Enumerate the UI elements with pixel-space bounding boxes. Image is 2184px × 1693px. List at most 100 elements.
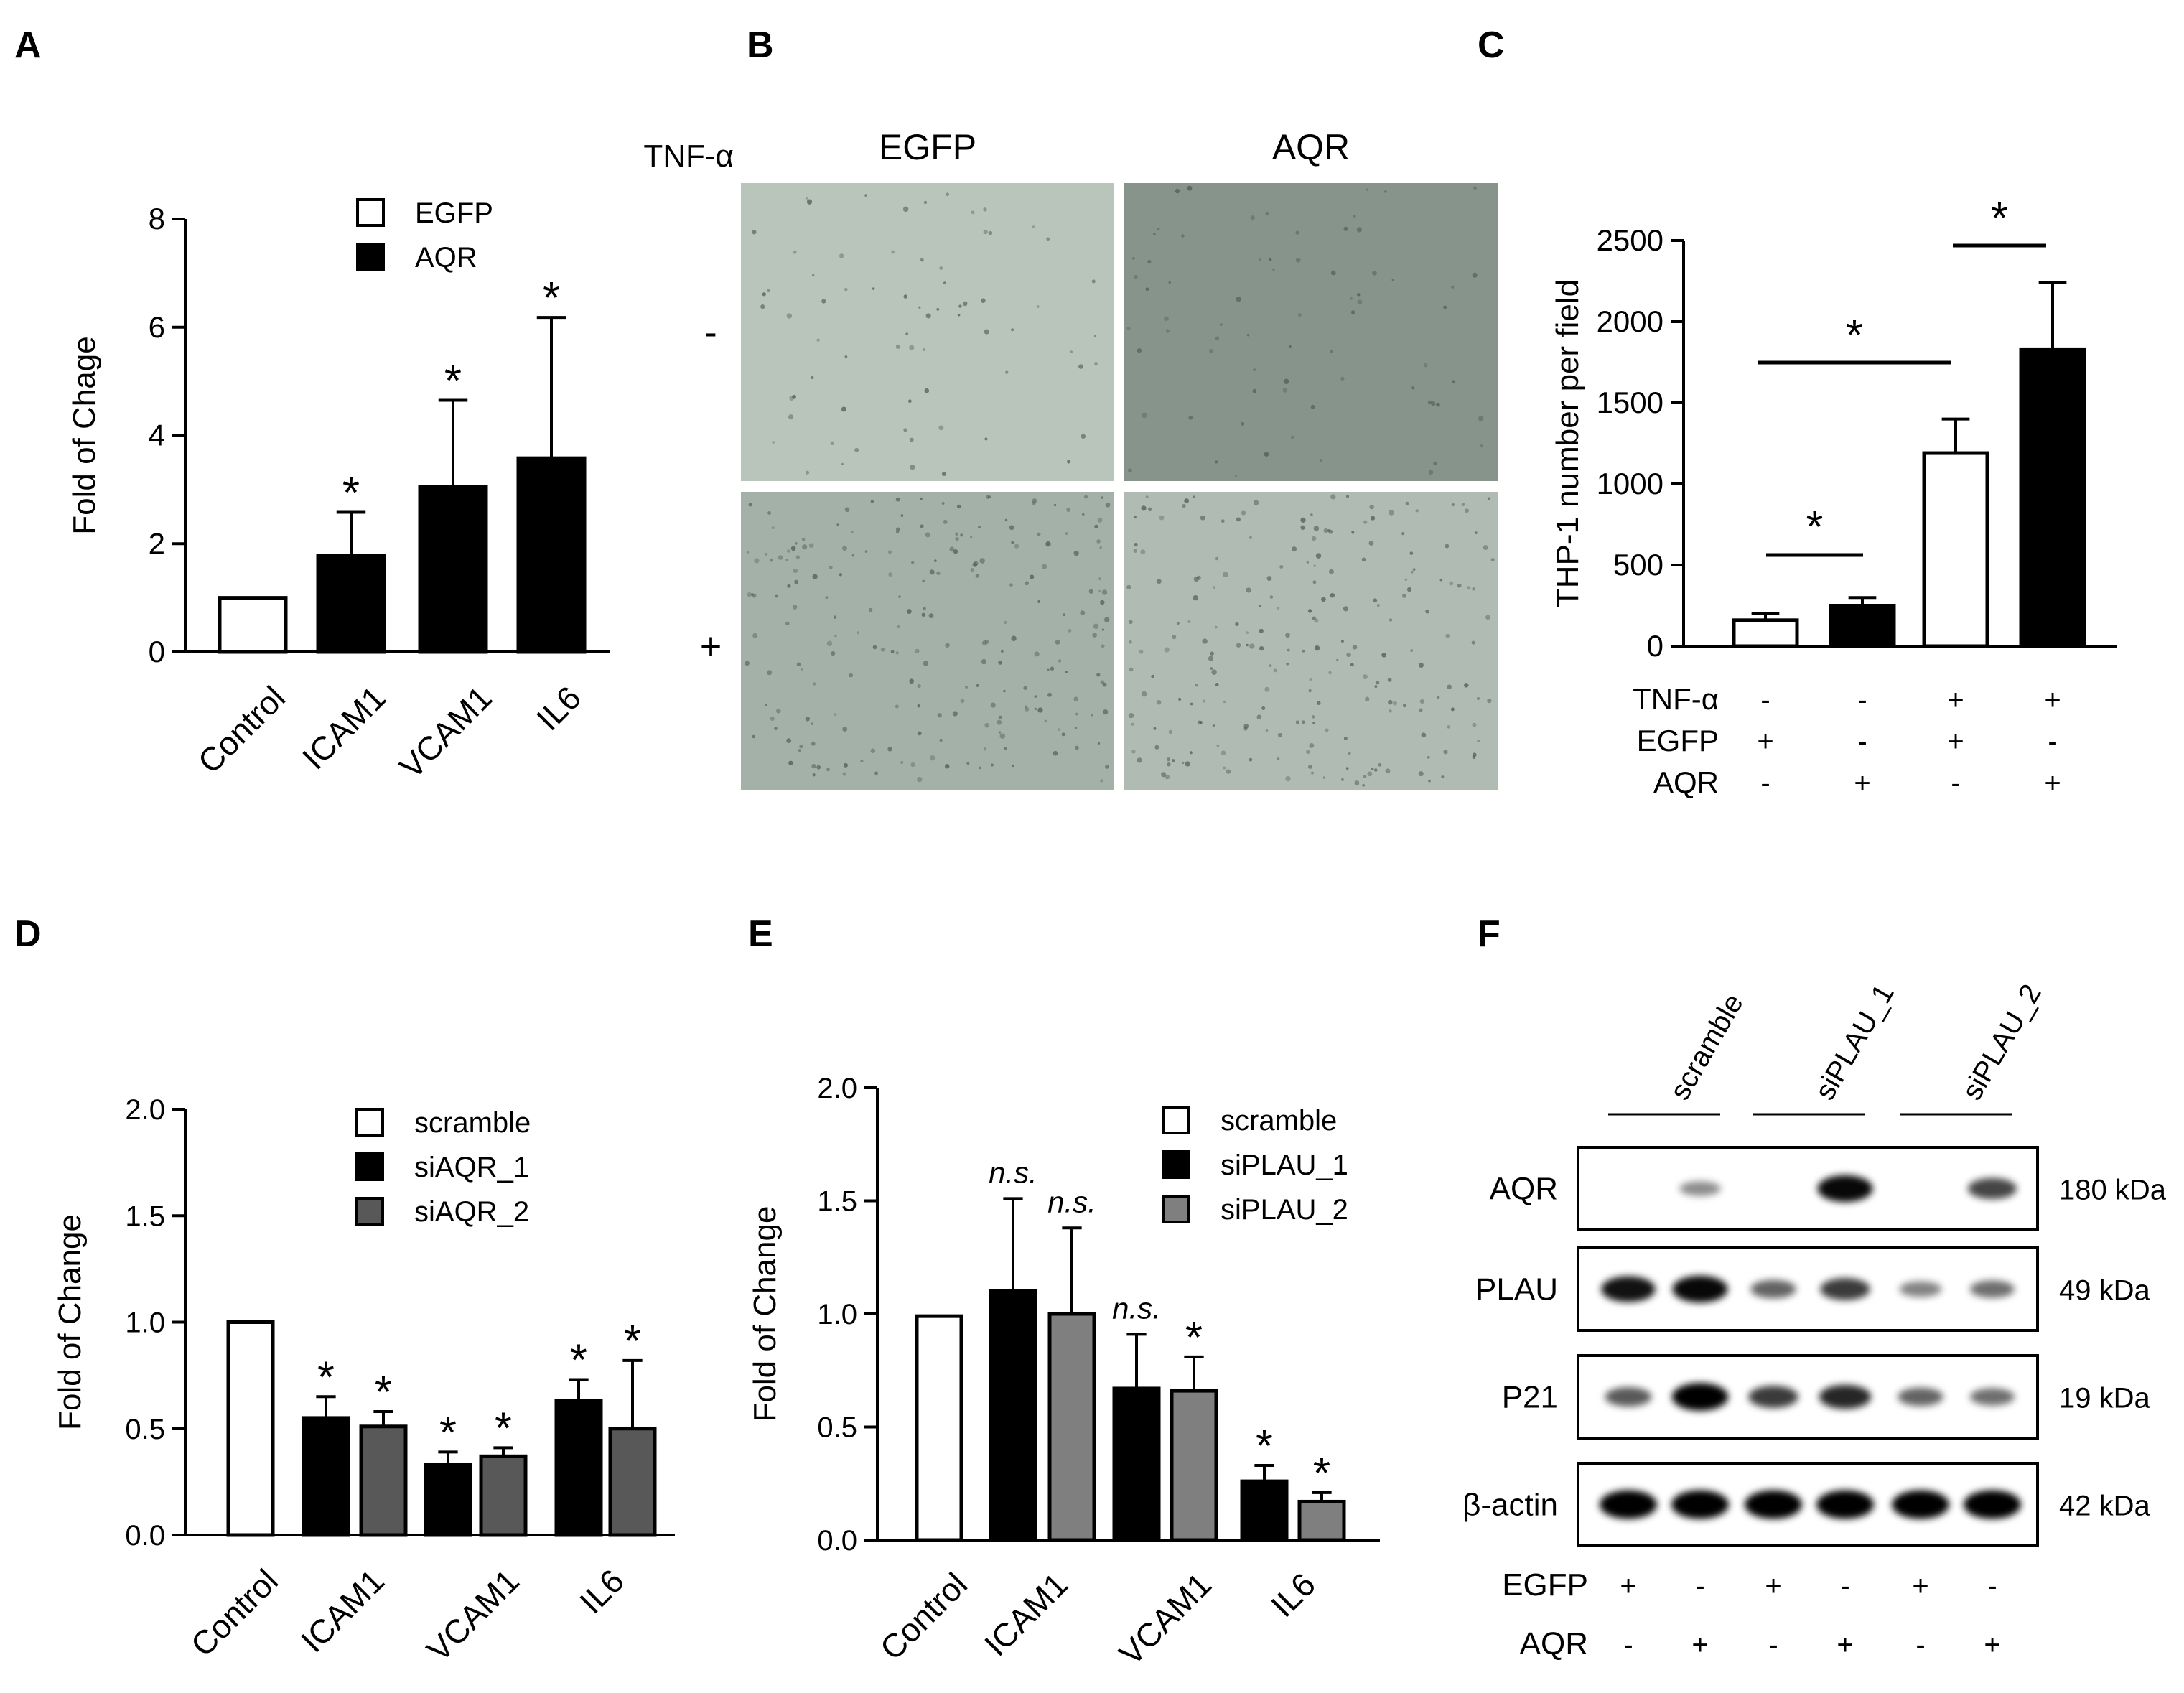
micrograph-cell [1350,297,1353,300]
micrograph-cell [1313,564,1316,567]
panel-f-condition-value: - [1915,1629,1925,1661]
micrograph-cell [1368,541,1374,546]
micrograph-cell [770,716,775,722]
micrograph-cell [1001,650,1004,653]
micrograph-cell [850,530,854,533]
panel-f-band [1605,1387,1652,1407]
panel-f-band [1671,1490,1729,1519]
micrograph-cell [1289,345,1292,348]
micrograph-cell [1312,616,1316,620]
panel-f-condition-value: - [1695,1570,1704,1602]
micrograph-cell [872,287,875,290]
micrograph-cell [1133,549,1137,553]
micrograph-cell [1292,546,1297,552]
micrograph-cell [1073,550,1079,556]
micrograph-cell [1415,509,1419,513]
micrograph-cell [1279,564,1284,569]
micrograph-cell [1402,704,1406,708]
micrograph-cell [1090,713,1093,717]
micrograph-cell [1249,757,1253,762]
micrograph-cell [1472,722,1477,727]
micrograph-cell [752,734,756,739]
micrograph-cell [1208,656,1214,661]
micrograph-cell [1093,623,1099,630]
micrograph-cell [923,348,925,351]
panel-a-category-label: ICAM1 [295,678,393,776]
micrograph-cell [1363,674,1368,680]
micrograph-cell [920,258,924,262]
micrograph-cell [1330,592,1335,598]
micrograph-cell [1363,775,1367,778]
panel-e-significance-label: n.s. [1112,1291,1161,1325]
micrograph-cell [1285,775,1291,782]
micrograph-cell [1147,259,1152,264]
micrograph-cell [1212,586,1215,589]
micrograph-cell [1172,635,1177,640]
micrograph-cell [1102,682,1107,687]
micrograph-cell [1265,211,1269,216]
micrograph-cell [1202,638,1208,644]
micrograph-cell [1306,561,1309,564]
micrograph-cell [895,704,899,709]
panel-letter-e: E [748,913,773,955]
panel-e-y-tick-label: 1.5 [817,1186,857,1218]
micrograph-cell [1187,620,1191,624]
micrograph-cell [860,760,864,763]
micrograph-cell [937,713,942,718]
micrograph-cell [1037,600,1041,603]
panel-f-band [1745,1490,1802,1519]
micrograph-cell [1472,272,1478,278]
panel-e-significance-label: n.s. [989,1155,1037,1189]
micrograph-cell [872,645,877,650]
micrograph-cell [1221,519,1225,523]
micrograph-cell [1210,667,1213,670]
micrograph-cell [1315,553,1322,559]
micrograph-cell [1287,648,1290,652]
micrograph-cell [1010,328,1014,332]
micrograph-cell [1241,421,1245,426]
micrograph-cell [1277,757,1280,760]
micrograph-cell [792,605,798,610]
micrograph-cell [1433,461,1437,465]
micrograph-cell [1313,526,1320,531]
micrograph-cell [1428,470,1434,475]
micrograph-cell [986,495,990,499]
micrograph-cell [1431,401,1436,406]
panel-f-protein-label: AQR [1490,1172,1558,1207]
panel-f-group-label: siPLAU_2 [1956,979,2048,1105]
micrograph-cell [1346,652,1351,658]
micrograph-cell [1330,270,1336,276]
micrograph-cell [1439,578,1443,582]
micrograph-cell [965,686,968,689]
micrograph-cell [1188,415,1193,420]
micrograph-cell [976,684,979,687]
micrograph-cell [745,661,750,666]
micrograph-cell [808,543,814,549]
micrograph-cell [928,613,934,619]
panel-a-chart: 0 2 4 6 8 Fold of Chage * * * Control ICAM1 VCAM1 IL… [67,197,610,785]
micrograph-cell [795,555,801,559]
micrograph-cell [1003,747,1007,750]
micrograph-cell [812,574,818,579]
micrograph-cell [895,651,899,655]
panel-f-band [1672,1275,1728,1303]
panel-letter-c: C [1478,24,1505,66]
micrograph-cell [1088,589,1093,594]
micrograph-cell [1178,697,1182,701]
micrograph-cell [1045,541,1051,547]
micrograph-cell [1477,740,1480,742]
micrograph-cell [1145,495,1149,498]
micrograph-cell [1441,775,1445,778]
micrograph-cell [794,541,798,545]
micrograph-cell [842,727,848,732]
micrograph-cell [1427,755,1430,759]
micrograph-cell [1308,689,1312,693]
micrograph-cell [836,523,839,526]
panel-b-column-label: EGFP [879,127,976,167]
micrograph-cell [1351,531,1355,534]
micrograph-cell [1050,666,1055,671]
micrograph-cell [1133,274,1138,279]
micrograph-cell [1131,722,1134,726]
micrograph-cell [1037,707,1043,713]
micrograph-cell [970,536,973,539]
